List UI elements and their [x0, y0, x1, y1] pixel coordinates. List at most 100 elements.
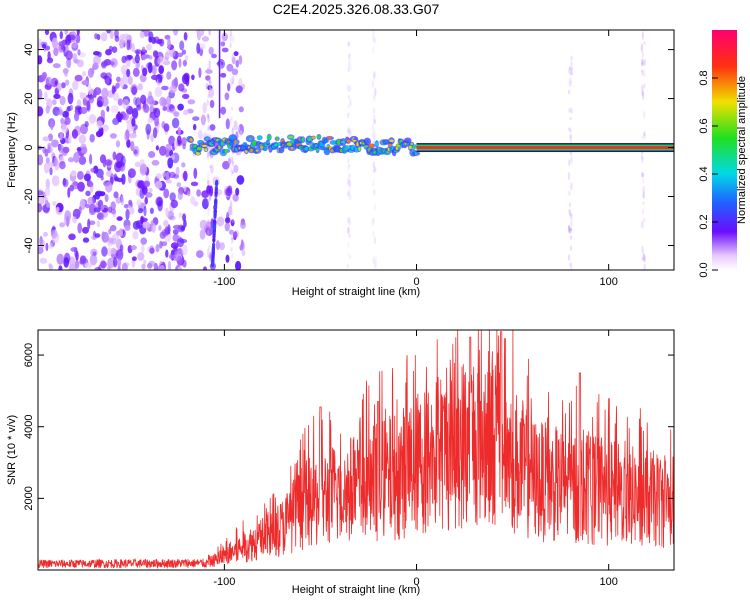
noise-blob: [151, 159, 160, 166]
noise-blob: [170, 199, 178, 209]
streak-blob: [347, 227, 351, 234]
noise-blob: [130, 245, 137, 251]
noise-blob: [231, 56, 236, 65]
streak-blob: [569, 116, 572, 121]
streak-blob: [207, 209, 210, 217]
noise-blob: [103, 59, 112, 66]
streak-blob: [347, 157, 350, 164]
spectrogram-y-tick-label: -40: [23, 238, 35, 254]
noise-blob: [169, 85, 177, 94]
noise-blob: [179, 40, 185, 51]
streak-blob: [208, 30, 211, 36]
streak-blob: [569, 129, 572, 133]
noise-blob: [137, 180, 146, 189]
noise-blob: [38, 38, 42, 48]
noise-blob: [124, 225, 131, 232]
noise-blob: [178, 83, 185, 92]
noise-blob: [163, 60, 171, 66]
noise-blob: [74, 112, 80, 122]
noise-blob: [115, 161, 123, 169]
carrier-blob: [406, 139, 410, 142]
noise-blob: [70, 247, 78, 252]
streak-blob: [569, 235, 573, 240]
streak-blob: [643, 41, 646, 45]
noise-blob: [50, 120, 54, 131]
streak-blob: [640, 152, 644, 161]
noise-blob: [82, 71, 86, 77]
noise-blob: [190, 181, 199, 187]
noise-blob: [100, 204, 105, 211]
streak-blob: [207, 179, 210, 186]
streak-blob: [373, 189, 376, 196]
noise-blob: [41, 43, 47, 49]
noise-blob: [193, 201, 199, 207]
noise-blob: [47, 142, 52, 148]
noise-blob: [74, 260, 80, 269]
spike-blob: [213, 208, 217, 214]
carrier-blob: [265, 141, 270, 144]
noise-blob: [82, 237, 90, 243]
carrier-blob: [204, 148, 208, 152]
noise-blob: [104, 194, 109, 203]
noise-blob: [233, 164, 239, 173]
noise-blob: [78, 206, 82, 215]
noise-blob: [114, 35, 120, 42]
streak-blob: [372, 139, 376, 146]
noise-blob: [84, 262, 93, 269]
noise-blob: [44, 187, 51, 197]
noise-blob: [50, 229, 58, 239]
noise-blob: [139, 159, 145, 165]
noise-blob: [45, 105, 50, 114]
noise-blob: [228, 206, 233, 216]
noise-blob: [107, 257, 115, 269]
noise-blob: [209, 99, 215, 109]
noise-blob: [125, 60, 131, 67]
streak-blob: [643, 217, 646, 222]
noise-blob: [174, 138, 178, 150]
noise-blob: [167, 157, 174, 169]
noise-blob: [142, 221, 151, 229]
noise-blob: [156, 173, 162, 179]
streak-blob: [348, 217, 351, 227]
noise-blob: [231, 68, 239, 76]
colorbar: 0.0 0.2 0.4 0.6 0.8 Normalized spectral ampl…: [698, 30, 748, 278]
noise-blob: [235, 85, 243, 94]
streak-blob: [348, 173, 351, 179]
streak-blob: [346, 217, 350, 224]
noise-blob: [238, 55, 243, 65]
streak-blob: [230, 170, 234, 176]
noise-blob: [86, 100, 91, 111]
streak-blob: [230, 238, 233, 245]
noise-blob: [63, 252, 71, 264]
noise-blob: [93, 51, 100, 56]
noise-blob: [196, 189, 202, 197]
carrier-blob: [255, 149, 259, 152]
spike-blob: [211, 255, 215, 261]
carrier-blob: [408, 145, 413, 149]
noise-blob: [129, 132, 137, 139]
noise-blob: [224, 92, 230, 101]
noise-blob: [177, 103, 184, 111]
noise-blob: [132, 230, 139, 240]
streak-blob: [641, 136, 644, 140]
noise-blob: [196, 42, 201, 54]
streak-blob: [229, 117, 232, 125]
streak-blob: [347, 178, 350, 186]
noise-blob: [193, 123, 197, 131]
streak-blob: [372, 117, 376, 126]
streak-blob: [207, 219, 210, 224]
noise-blob: [76, 147, 82, 152]
noise-blob: [89, 133, 95, 143]
noise-blob: [101, 246, 108, 257]
streak-blob: [372, 161, 375, 169]
streak-blob: [569, 211, 572, 217]
noise-blob: [141, 263, 146, 270]
snr-series-line: [38, 330, 674, 570]
noise-blob: [172, 30, 179, 36]
noise-blob: [101, 96, 109, 107]
noise-blob: [236, 125, 241, 132]
noise-blob: [42, 136, 50, 142]
noise-blob: [44, 148, 49, 157]
carrier-blob: [412, 145, 417, 148]
noise-blob: [162, 171, 166, 177]
